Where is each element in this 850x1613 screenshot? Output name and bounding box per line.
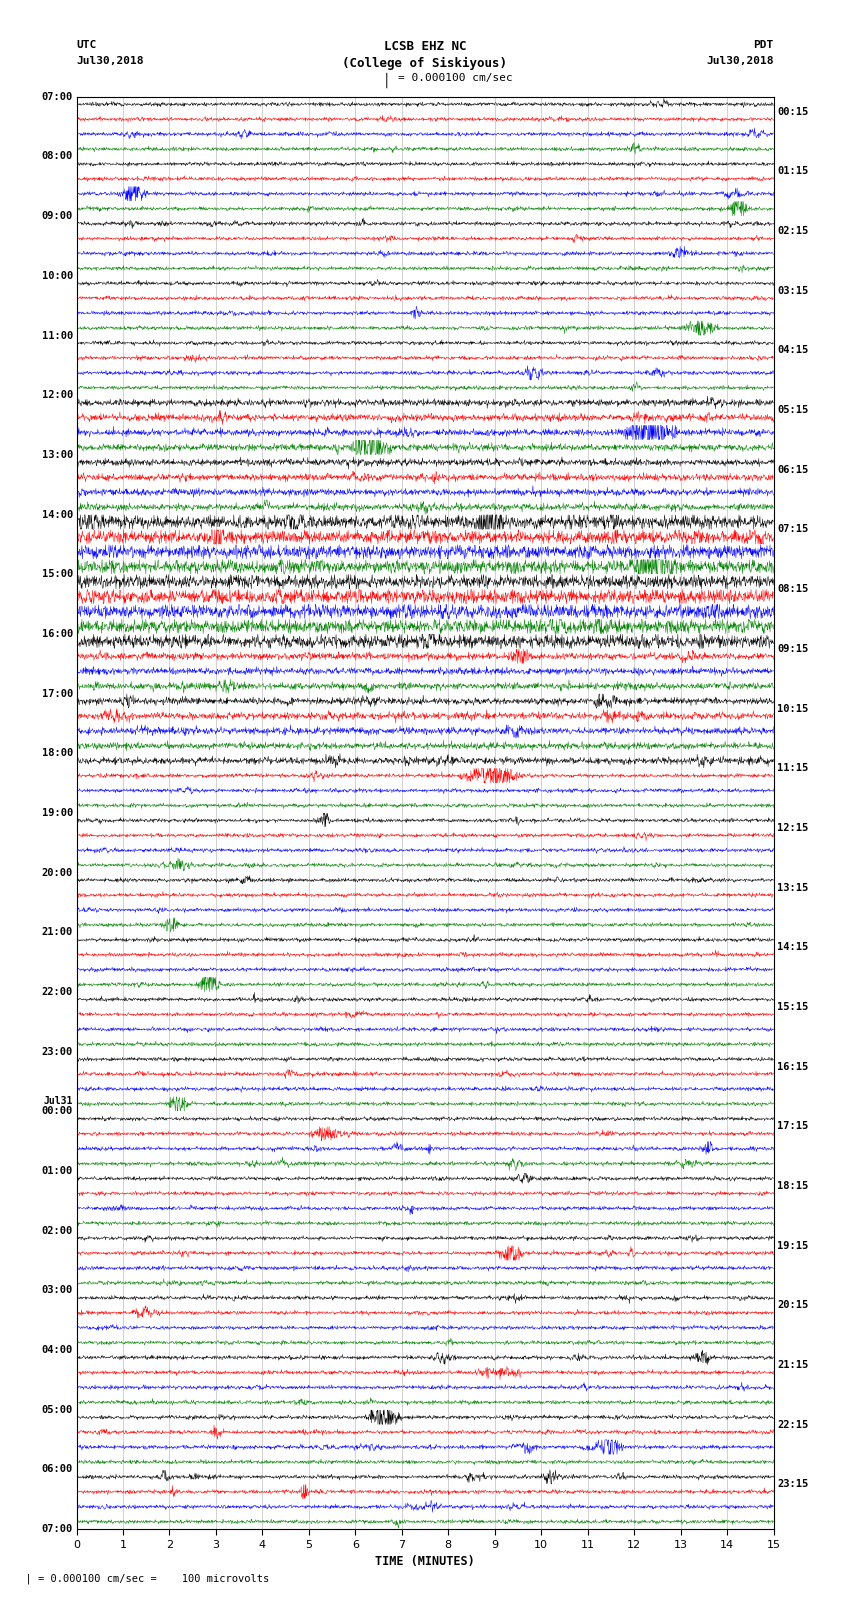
Text: 18:15: 18:15 (777, 1181, 808, 1190)
Text: | = 0.000100 cm/sec =    100 microvolts: | = 0.000100 cm/sec = 100 microvolts (13, 1573, 269, 1584)
Text: 13:00: 13:00 (42, 450, 73, 460)
Text: 12:00: 12:00 (42, 390, 73, 400)
Text: 20:00: 20:00 (42, 868, 73, 877)
Text: 01:00: 01:00 (42, 1166, 73, 1176)
Text: 10:15: 10:15 (777, 703, 808, 713)
Text: 09:15: 09:15 (777, 644, 808, 653)
Text: 08:15: 08:15 (777, 584, 808, 594)
Text: 02:15: 02:15 (777, 226, 808, 235)
Text: PDT: PDT (753, 40, 774, 50)
Text: 04:15: 04:15 (777, 345, 808, 355)
Text: 13:15: 13:15 (777, 882, 808, 892)
Text: 02:00: 02:00 (42, 1226, 73, 1236)
Text: 06:15: 06:15 (777, 465, 808, 474)
Text: 09:00: 09:00 (42, 211, 73, 221)
Text: 06:00: 06:00 (42, 1465, 73, 1474)
Text: 11:00: 11:00 (42, 331, 73, 340)
Text: 22:00: 22:00 (42, 987, 73, 997)
Text: 07:00: 07:00 (42, 92, 73, 102)
Text: 23:15: 23:15 (777, 1479, 808, 1489)
Text: 21:15: 21:15 (777, 1360, 808, 1369)
Text: 10:00: 10:00 (42, 271, 73, 281)
Text: 07:00: 07:00 (42, 1524, 73, 1534)
Text: 00:00: 00:00 (42, 1107, 73, 1116)
Text: │: │ (383, 73, 390, 89)
Text: 11:15: 11:15 (777, 763, 808, 773)
Text: 05:15: 05:15 (777, 405, 808, 415)
Text: 15:00: 15:00 (42, 569, 73, 579)
Text: 05:00: 05:00 (42, 1405, 73, 1415)
Text: 01:15: 01:15 (777, 166, 808, 176)
Text: 00:15: 00:15 (777, 106, 808, 116)
Text: Jul30,2018: Jul30,2018 (76, 56, 144, 66)
Text: 22:15: 22:15 (777, 1419, 808, 1429)
Text: 12:15: 12:15 (777, 823, 808, 832)
Text: 17:00: 17:00 (42, 689, 73, 698)
Text: UTC: UTC (76, 40, 97, 50)
Text: 18:00: 18:00 (42, 748, 73, 758)
X-axis label: TIME (MINUTES): TIME (MINUTES) (375, 1555, 475, 1568)
Text: 15:15: 15:15 (777, 1002, 808, 1011)
Text: 23:00: 23:00 (42, 1047, 73, 1057)
Text: 17:15: 17:15 (777, 1121, 808, 1131)
Text: 04:00: 04:00 (42, 1345, 73, 1355)
Text: 07:15: 07:15 (777, 524, 808, 534)
Text: 14:00: 14:00 (42, 510, 73, 519)
Text: Jul30,2018: Jul30,2018 (706, 56, 774, 66)
Text: 19:15: 19:15 (777, 1240, 808, 1250)
Text: 16:00: 16:00 (42, 629, 73, 639)
Text: 03:00: 03:00 (42, 1286, 73, 1295)
Text: 16:15: 16:15 (777, 1061, 808, 1071)
Text: 14:15: 14:15 (777, 942, 808, 952)
Text: Jul31: Jul31 (43, 1095, 73, 1105)
Text: 20:15: 20:15 (777, 1300, 808, 1310)
Text: 08:00: 08:00 (42, 152, 73, 161)
Text: 19:00: 19:00 (42, 808, 73, 818)
Text: 03:15: 03:15 (777, 286, 808, 295)
Text: 21:00: 21:00 (42, 927, 73, 937)
Text: LCSB EHZ NC: LCSB EHZ NC (383, 40, 467, 53)
Text: = 0.000100 cm/sec: = 0.000100 cm/sec (398, 73, 513, 82)
Text: (College of Siskiyous): (College of Siskiyous) (343, 56, 507, 69)
